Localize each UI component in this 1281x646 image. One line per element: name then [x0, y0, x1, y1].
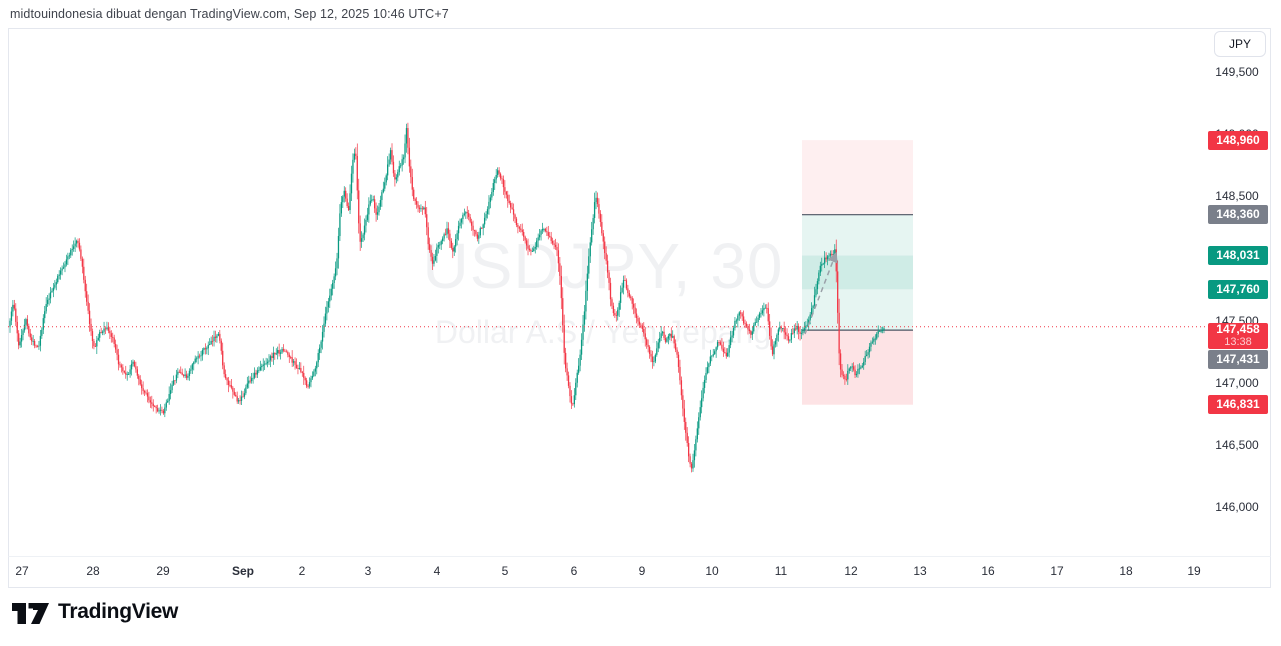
time-tick: 16	[981, 564, 995, 578]
tradingview-logo[interactable]: TradingView	[12, 599, 178, 625]
time-tick: 4	[433, 564, 441, 578]
time-tick: 2	[298, 564, 306, 578]
time-tick: 12	[844, 564, 858, 578]
last-price-countdown-label: 147,458 13:38	[1208, 322, 1268, 349]
price-tick: 147,000	[1215, 375, 1259, 390]
position-level-price-label: 146,831	[1208, 395, 1268, 415]
time-tick: 19	[1187, 564, 1201, 578]
candles	[9, 122, 885, 473]
tradingview-mark-icon	[12, 603, 49, 624]
price-tick: 146,000	[1215, 500, 1259, 514]
long-stop-zone	[802, 330, 913, 405]
position-tool-zones[interactable]	[802, 140, 913, 405]
time-tick: 6	[570, 564, 578, 578]
chart-frame	[8, 28, 1271, 588]
currency-toggle-button[interactable]: JPY	[1214, 31, 1266, 57]
position-entry-price-label: 147,431	[1208, 349, 1268, 369]
long-target-zone	[802, 255, 913, 331]
time-tick: 3	[364, 564, 372, 578]
trend-arrow	[804, 251, 838, 335]
attribution-text: midtouindonesia dibuat dengan TradingVie…	[10, 7, 449, 21]
position-level-price-label: 148,960	[1208, 130, 1268, 150]
time-tick: 27	[15, 564, 29, 578]
time-tick: 5	[501, 564, 509, 578]
time-axis[interactable]: 27 28 29 Sep 2 3 4 5 6 9 10 11 12 13 16 17 18 19	[0, 556, 1270, 588]
chart-overlays	[8, 251, 1207, 335]
position-level-price-label: 147,760	[1208, 279, 1268, 299]
position-level-price-label: 148,031	[1208, 246, 1268, 266]
price-tick: 149,500	[1215, 65, 1259, 79]
time-tick: 9	[638, 564, 646, 578]
price-tick: 148,500	[1215, 189, 1259, 204]
price-tick: 146,500	[1215, 437, 1259, 452]
short-stop-zone	[802, 140, 913, 215]
time-tick: Sep	[231, 564, 255, 578]
time-tick: 29	[156, 564, 170, 578]
time-tick: 18	[1119, 564, 1133, 578]
time-tick: 11	[774, 564, 788, 578]
pane-borders	[8, 28, 1271, 588]
price-axis[interactable]: JPY 149,500149,000148,500148,000147,5001…	[1206, 28, 1270, 588]
position-entry-price-label: 148,360	[1208, 205, 1268, 225]
time-tick: 28	[86, 564, 100, 578]
time-tick: 17	[1050, 564, 1064, 578]
time-tick: 13	[913, 564, 927, 578]
time-tick: 10	[705, 564, 719, 578]
tradingview-wordmark: TradingView	[58, 600, 179, 623]
short-target-zone	[802, 214, 913, 290]
